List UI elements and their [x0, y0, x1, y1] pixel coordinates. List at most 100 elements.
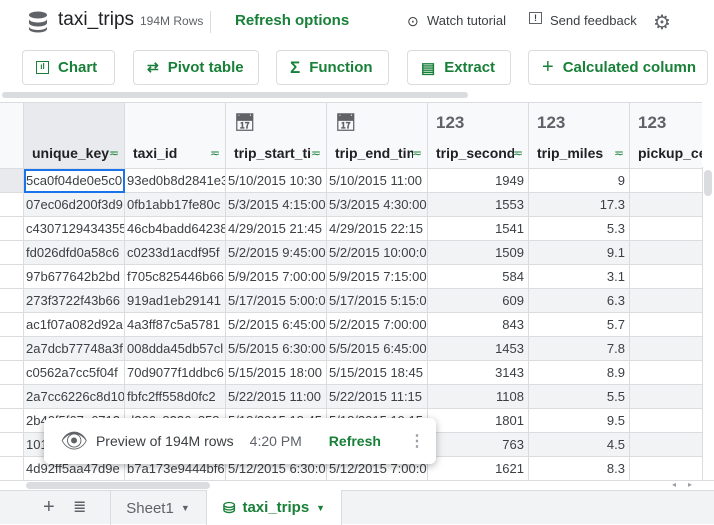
table-cell[interactable]	[630, 457, 702, 480]
vertical-scroll-thumb[interactable]	[704, 170, 712, 196]
table-cell[interactable]: 6.3	[529, 289, 630, 313]
table-cell[interactable]: 1108	[428, 385, 529, 409]
filter-icon[interactable]: ≂	[613, 146, 624, 160]
table-cell[interactable]: c4307129434355	[24, 217, 125, 241]
table-cell[interactable]: 46cb4badd64238	[125, 217, 226, 241]
chart-button[interactable]: ıl Chart	[22, 50, 115, 85]
table-cell[interactable]: 5/15/2015 18:45	[327, 361, 428, 385]
table-cell[interactable]: fbfc2ff558d0fc2	[125, 385, 226, 409]
more-vert-icon[interactable]: ⋮	[408, 433, 425, 450]
table-cell[interactable]: 4a3ff87c5a5781	[125, 313, 226, 337]
table-cell[interactable]: ac1f07a082d92a	[24, 313, 125, 337]
refresh-options-button[interactable]: Refresh options	[235, 12, 350, 29]
table-cell[interactable]: 5.7	[529, 313, 630, 337]
row-header[interactable]	[0, 217, 24, 241]
table-cell[interactable]: 97b677642b2bd	[24, 265, 125, 289]
table-cell[interactable]: 5/2/2015 7:00:00	[327, 313, 428, 337]
table-cell[interactable]: 5/2/2015 10:00:0	[327, 241, 428, 265]
table-cell[interactable]: 2a7cc6226c8d10	[24, 385, 125, 409]
column-header[interactable]: 📅︎ trip_start_timestamp≂	[226, 103, 327, 169]
column-header[interactable]: 123 trip_seconds≂	[428, 103, 529, 169]
table-cell[interactable]: 17.3	[529, 193, 630, 217]
table-cell[interactable]: 5.5	[529, 385, 630, 409]
row-header[interactable]	[0, 265, 24, 289]
table-cell[interactable]	[630, 193, 702, 217]
table-cell[interactable]: 1949	[428, 169, 529, 193]
table-cell[interactable]: 5/5/2015 6:45:00	[327, 337, 428, 361]
table-cell[interactable]: 9.1	[529, 241, 630, 265]
table-cell[interactable]: 5/5/2015 6:30:00	[226, 337, 327, 361]
table-cell[interactable]: 1553	[428, 193, 529, 217]
horizontal-scroll-thumb[interactable]	[26, 482, 210, 489]
table-cell[interactable]: 70d9077f1ddbc6	[125, 361, 226, 385]
table-cell[interactable]: 5/3/2015 4:15:00	[226, 193, 327, 217]
row-header[interactable]	[0, 337, 24, 361]
table-cell[interactable]: 919ad1eb29141	[125, 289, 226, 313]
column-header[interactable]: 123 pickup_census_tract	[630, 103, 702, 169]
add-sheet-icon[interactable]: +	[43, 496, 55, 518]
table-cell[interactable]: 4/29/2015 22:15	[327, 217, 428, 241]
column-header[interactable]: taxi_id ≂	[125, 103, 226, 169]
calculated-column-button[interactable]: + Calculated column	[528, 50, 708, 85]
table-cell[interactable]: f705c825446b66	[125, 265, 226, 289]
table-cell[interactable]: 273f3722f43b66	[24, 289, 125, 313]
table-cell[interactable]: 5/22/2015 11:00	[226, 385, 327, 409]
table-cell[interactable]	[630, 169, 702, 193]
function-button[interactable]: Σ Function	[276, 50, 389, 85]
table-cell[interactable]	[630, 313, 702, 337]
filter-icon[interactable]: ≂	[512, 146, 523, 160]
table-cell[interactable]: 5ca0f04de0e5c0	[24, 169, 125, 193]
all-sheets-icon[interactable]: ≣	[73, 499, 87, 516]
table-cell[interactable]	[630, 433, 702, 457]
column-header[interactable]: unique_key ≂	[24, 103, 125, 169]
table-cell[interactable]: c0233d1acdf95f	[125, 241, 226, 265]
column-header[interactable]: 123 trip_miles ≂	[529, 103, 630, 169]
filter-icon[interactable]: ≂	[310, 146, 321, 160]
table-cell[interactable]: 93ed0b8d2841e3	[125, 169, 226, 193]
table-cell[interactable]: 4.5	[529, 433, 630, 457]
scroll-left-icon[interactable]: ◂	[672, 480, 677, 489]
watch-tutorial-link[interactable]: Watch tutorial	[427, 13, 506, 28]
table-cell[interactable]: 9	[529, 169, 630, 193]
table-cell[interactable]	[630, 241, 702, 265]
table-cell[interactable]: 5/9/2015 7:15:00	[327, 265, 428, 289]
table-cell[interactable]: 07ec06d200f3d9	[24, 193, 125, 217]
table-cell[interactable]: 9.5	[529, 409, 630, 433]
table-cell[interactable]	[630, 217, 702, 241]
table-cell[interactable]: 1541	[428, 217, 529, 241]
table-cell[interactable]: 5/17/2015 5:00:0	[226, 289, 327, 313]
table-cell[interactable]: 7.8	[529, 337, 630, 361]
table-cell[interactable]: 1801	[428, 409, 529, 433]
tab-taxi-trips[interactable]: ⛁ taxi_trips ▼	[206, 490, 342, 525]
row-header[interactable]	[0, 193, 24, 217]
table-cell[interactable]: 5/10/2015 11:00	[327, 169, 428, 193]
table-cell[interactable]: 5.3	[529, 217, 630, 241]
table-cell[interactable]: 584	[428, 265, 529, 289]
table-cell[interactable]: 0fb1abb17fe80c	[125, 193, 226, 217]
table-cell[interactable]: 5/22/2015 11:15	[327, 385, 428, 409]
table-cell[interactable]: 5/2/2015 6:45:00	[226, 313, 327, 337]
row-header[interactable]	[0, 169, 24, 193]
row-header[interactable]	[0, 361, 24, 385]
toolbar-scrollbar[interactable]	[2, 92, 468, 98]
table-cell[interactable]: 8.9	[529, 361, 630, 385]
row-header[interactable]	[0, 409, 24, 433]
vertical-scrollbar[interactable]	[702, 167, 714, 480]
table-cell[interactable]	[630, 289, 702, 313]
pivot-table-button[interactable]: ⇄ Pivot table	[133, 50, 259, 85]
row-header[interactable]	[0, 385, 24, 409]
table-cell[interactable]: 5/9/2015 7:00:00	[226, 265, 327, 289]
table-cell[interactable]: 1509	[428, 241, 529, 265]
filter-icon[interactable]: ≂	[209, 146, 220, 160]
table-cell[interactable]: 3143	[428, 361, 529, 385]
row-header[interactable]	[0, 433, 24, 457]
table-cell[interactable]: 008dda45db57cl	[125, 337, 226, 361]
table-cell[interactable]	[630, 409, 702, 433]
table-cell[interactable]: 5/2/2015 9:45:00	[226, 241, 327, 265]
extract-button[interactable]: ▤ Extract	[407, 50, 511, 85]
table-cell[interactable]: 843	[428, 313, 529, 337]
refresh-button[interactable]: Refresh	[328, 433, 381, 449]
table-cell[interactable]: 8.3	[529, 457, 630, 480]
table-cell[interactable]: 5/3/2015 4:30:00	[327, 193, 428, 217]
table-cell[interactable]: 3.1	[529, 265, 630, 289]
